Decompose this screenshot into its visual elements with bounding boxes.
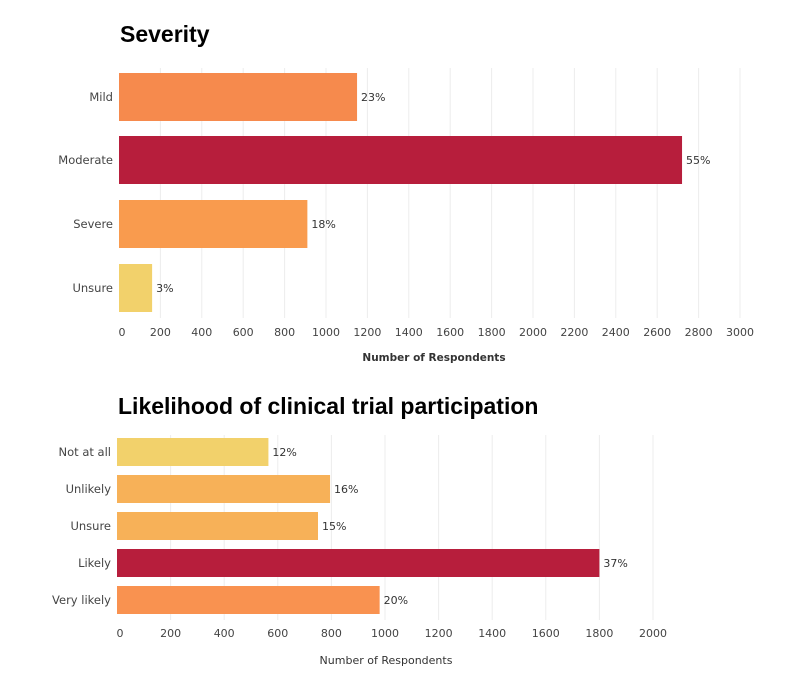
x-tick-label: 1000 <box>371 627 399 640</box>
x-tick-label: 2000 <box>519 326 547 339</box>
category-label: Moderate <box>58 153 113 167</box>
data-label: 55% <box>686 154 710 167</box>
x-tick-label: 2400 <box>602 326 630 339</box>
x-tick-label: 2800 <box>685 326 713 339</box>
bar <box>117 586 380 614</box>
bar <box>119 200 308 248</box>
data-label: 37% <box>603 557 627 570</box>
x-tick-label: 0 <box>119 326 126 339</box>
x-tick-label: 1600 <box>532 627 560 640</box>
likelihood-chart-title: Likelihood of clinical trial participati… <box>118 393 539 419</box>
bar <box>119 264 153 312</box>
x-tick-label: 200 <box>150 326 171 339</box>
bar <box>119 136 683 184</box>
category-label: Mild <box>89 90 113 104</box>
bar <box>117 512 318 540</box>
x-tick-label: 1000 <box>312 326 340 339</box>
category-label: Severe <box>73 217 113 231</box>
x-tick-label: 1200 <box>425 627 453 640</box>
x-tick-label: 400 <box>214 627 235 640</box>
category-label: Not at all <box>59 445 111 459</box>
category-label: Unsure <box>70 519 111 533</box>
x-tick-label: 1400 <box>395 326 423 339</box>
category-label: Unlikely <box>66 482 112 496</box>
x-tick-label: 800 <box>321 627 342 640</box>
x-tick-label: 1600 <box>436 326 464 339</box>
bar <box>117 549 600 577</box>
x-tick-label: 1400 <box>478 627 506 640</box>
x-tick-label: 2600 <box>643 326 671 339</box>
data-label: 18% <box>311 218 335 231</box>
x-tick-label: 200 <box>160 627 181 640</box>
bar <box>119 73 358 121</box>
bar <box>117 475 331 503</box>
bar <box>117 438 269 466</box>
data-label: 16% <box>334 483 358 496</box>
data-label: 20% <box>384 594 408 607</box>
data-label: 3% <box>156 282 173 295</box>
data-label: 15% <box>322 520 346 533</box>
x-tick-label: 1800 <box>478 326 506 339</box>
x-tick-label: 800 <box>274 326 295 339</box>
category-label: Unsure <box>72 281 113 295</box>
severity-chart-title: Severity <box>120 21 210 47</box>
data-label: 12% <box>272 446 296 459</box>
x-tick-label: 2200 <box>560 326 588 339</box>
x-tick-label: 1200 <box>353 326 381 339</box>
category-label: Likely <box>78 556 111 570</box>
category-label: Very likely <box>52 593 111 607</box>
x-tick-label: 600 <box>233 326 254 339</box>
data-label: 23% <box>361 91 385 104</box>
x-tick-label: 600 <box>267 627 288 640</box>
x-axis-title: Number of Respondents <box>320 654 453 667</box>
x-tick-label: 3000 <box>726 326 754 339</box>
x-tick-label: 0 <box>117 627 124 640</box>
x-tick-label: 2000 <box>639 627 667 640</box>
x-tick-label: 1800 <box>585 627 613 640</box>
x-tick-label: 400 <box>191 326 212 339</box>
x-axis-title: Number of Respondents <box>362 352 505 364</box>
